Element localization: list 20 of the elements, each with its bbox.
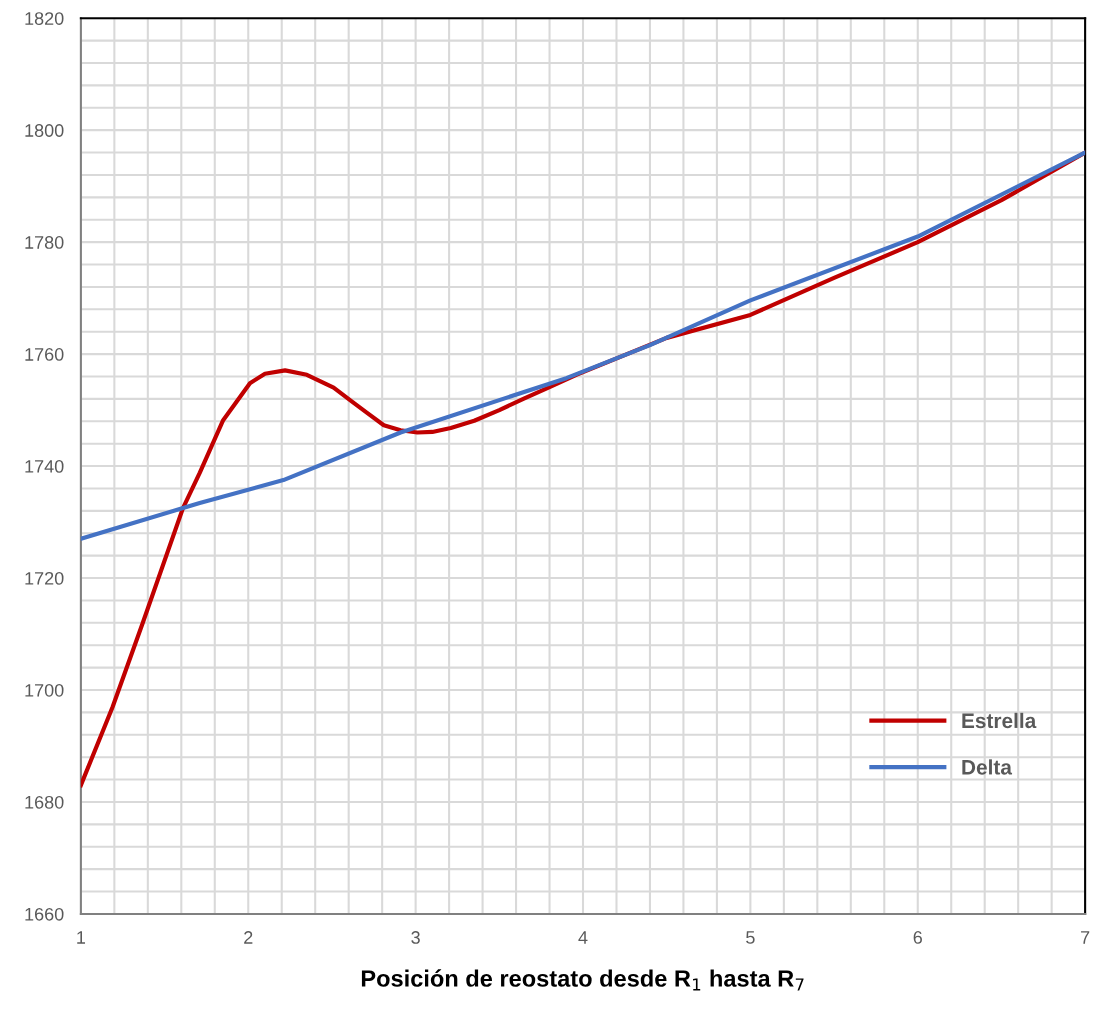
y-tick-label: 1680 — [25, 795, 64, 809]
x-tick-label: 2 — [244, 931, 253, 944]
y-tick-label: 1740 — [25, 460, 64, 473]
x-tick-label: 4 — [578, 931, 588, 944]
x-axis-title: Posición de reostato desde R$_{1}$ hasta R$_{7}$ — [361, 969, 804, 991]
x-tick-label: 3 — [411, 931, 420, 944]
y-tick-label: 1700 — [25, 683, 64, 697]
y-tick-label: 1720 — [25, 571, 64, 585]
x-tick-label: 5 — [746, 931, 755, 944]
line-series — [80, 150, 1086, 541]
y-tick-label: 1660 — [25, 907, 64, 921]
legend-label: Estrella — [962, 712, 1037, 729]
y-tick-label: 1800 — [25, 124, 64, 137]
y-tick-label: 1760 — [25, 348, 64, 361]
x-tick-label: 6 — [913, 931, 922, 944]
x-tick-label: 7 — [1081, 931, 1090, 944]
y-tick-label: 1780 — [25, 236, 64, 249]
legend-label: Delta — [962, 759, 1013, 775]
x-tick-label: 1 — [77, 931, 86, 944]
y-tick-label: 1820 — [25, 12, 64, 25]
